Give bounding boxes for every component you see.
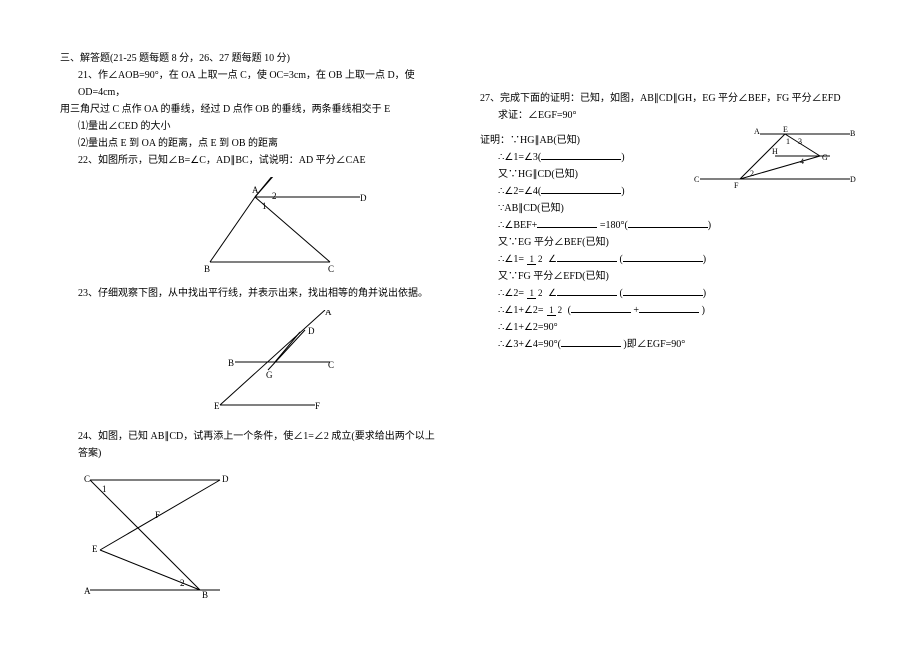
proof-7b: ∠ [548, 254, 557, 265]
fig24-label-2: 2 [180, 578, 185, 588]
fig23-label-F: F [315, 401, 320, 411]
q27-line1: 27、完成下面的证明：已知，如图，AB∥CD∥GH，EG 平分∠BEF，FG 平… [480, 90, 860, 107]
fig24-label-1: 1 [102, 484, 107, 494]
fig27-label-F: F [734, 181, 739, 190]
fig22-label-A: A [252, 185, 259, 195]
proof-5: ∴∠BEF+ =180°() [498, 217, 860, 234]
page: 三、解答题(21-25 题每题 8 分，26、27 题每题 10 分) 21、作… [0, 0, 920, 628]
fig22-label-2: 2 [272, 191, 277, 201]
proof-9b: ∠ [548, 288, 557, 299]
q21-line3: ⑴量出∠CED 的大小 [60, 118, 440, 135]
fig24-label-C: C [84, 474, 90, 484]
proof-9: ∴∠2= 12 ∠ () [498, 285, 860, 302]
figure-24: C D A B E F 1 2 [80, 470, 440, 600]
proof-7a: ∴∠1= [498, 254, 524, 265]
proof-8: 又∵FG 平分∠EFD(已知) [498, 268, 860, 285]
fig27-label-A: A [754, 127, 760, 136]
proof-12: ∴∠3+∠4=90°( )即∠EGF=90° [498, 336, 860, 353]
figure-27: A B C D E F G H 1 2 3 4 [690, 124, 860, 204]
proof-12b: )即∠EGF=90° [623, 339, 685, 350]
q23: 23、仔细观察下图，从中找出平行线，并表示出来，找出相等的角并说出依据。 [60, 285, 440, 302]
q21-line1: 21、作∠AOB=90°，在 OA 上取一点 C，使 OC=3cm，在 OB 上… [60, 67, 440, 101]
q22: 22、如图所示，已知∠B=∠C，AD∥BC，试说明：AD 平分∠CAE [60, 152, 440, 169]
fig27-label-E: E [783, 125, 788, 134]
fig24-label-A: A [84, 586, 91, 596]
proof-11: ∴∠1+∠2=90° [498, 319, 860, 336]
fig23-label-C: C [328, 360, 334, 370]
fig27-label-4: 4 [800, 157, 804, 166]
proof-10a: ∴∠1+∠2= [498, 305, 544, 316]
right-column: 27、完成下面的证明：已知，如图，AB∥CD∥GH，EG 平分∠BEF，FG 平… [480, 50, 860, 608]
proof-6: 又∵EG 平分∠BEF(已知) [498, 234, 860, 251]
proof-1-text: ∴∠1=∠3( [498, 152, 541, 163]
q21-line2: 用三角尺过 C 点作 OA 的垂线，经过 D 点作 OB 的垂线，两条垂线相交于… [60, 101, 440, 118]
proof-9a: ∴∠2= [498, 288, 524, 299]
section-header: 三、解答题(21-25 题每题 8 分，26、27 题每题 10 分) [60, 50, 440, 67]
fig22-label-E: E [280, 177, 286, 179]
fig27-label-H: H [772, 147, 778, 156]
fig24-label-E: E [92, 544, 98, 554]
fig23-label-A: A [325, 310, 332, 317]
proof-3-text: ∴∠2=∠4( [498, 186, 541, 197]
fig27-label-D: D [850, 175, 856, 184]
proof-10d: ) [702, 305, 705, 316]
figure-22: A B C D E 1 2 [200, 177, 440, 277]
proof-5b: =180°( [600, 220, 628, 231]
fig27-label-2: 2 [750, 169, 754, 178]
fig24-label-B: B [202, 590, 208, 600]
q21-line4: ⑵量出点 E 到 OA 的距离，点 E 到 OB 的距离 [60, 135, 440, 152]
fig27-label-1: 1 [786, 137, 790, 146]
left-column: 三、解答题(21-25 题每题 8 分，26、27 题每题 10 分) 21、作… [60, 50, 440, 608]
fig27-label-B: B [850, 129, 855, 138]
fig22-label-C: C [328, 264, 334, 274]
fig22-label-1: 1 [262, 201, 267, 211]
proof-5a: ∴∠BEF+ [498, 220, 537, 231]
proof-7: ∴∠1= 12 ∠ () [498, 251, 860, 268]
fig24-label-F: F [155, 510, 160, 520]
q27-line2: 求证：∠EGF=90° [480, 107, 860, 124]
fig22-label-D: D [360, 193, 367, 203]
fig23-label-G: G [266, 370, 273, 380]
fig27-label-G: G [822, 153, 828, 162]
fig24-label-D: D [222, 474, 229, 484]
fig27-label-C: C [694, 175, 699, 184]
proof-10: ∴∠1+∠2= 12 ( + ) [498, 302, 860, 319]
fig23-label-E: E [214, 401, 220, 411]
fig23-label-B: B [228, 358, 234, 368]
proof-12a: ∴∠3+∠4=90°( [498, 339, 561, 350]
q24: 24、如图，已知 AB∥CD，试再添上一个条件，使∠1=∠2 成立(要求给出两个… [60, 428, 440, 462]
fig23-label-D: D [308, 326, 315, 336]
figure-23: A B C D E F G [200, 310, 440, 420]
fig22-label-B: B [204, 264, 210, 274]
fig27-label-3: 3 [798, 137, 802, 146]
